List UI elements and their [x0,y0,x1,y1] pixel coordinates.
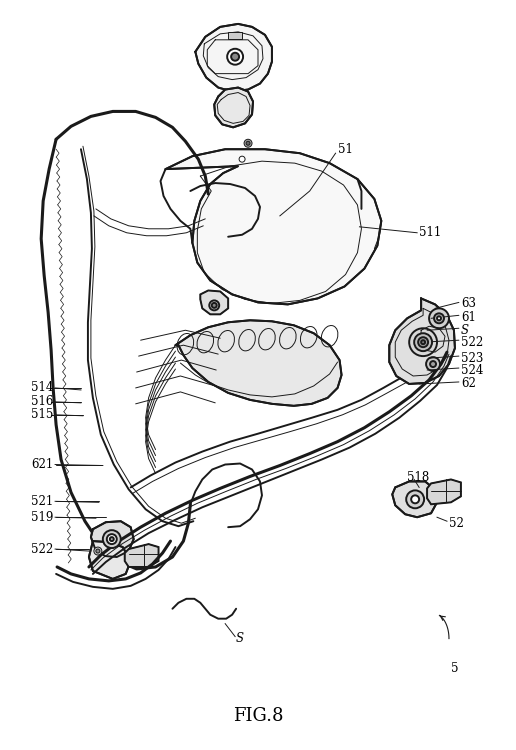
Polygon shape [427,479,461,504]
Text: 511: 511 [419,226,441,239]
Polygon shape [89,541,131,579]
Circle shape [239,156,245,162]
Text: 523: 523 [461,352,483,364]
Text: 514: 514 [31,382,53,394]
Circle shape [429,308,449,328]
Circle shape [244,140,252,147]
Text: 518: 518 [407,471,429,484]
Polygon shape [214,88,253,128]
Circle shape [437,316,441,320]
Circle shape [227,49,243,64]
Text: 519: 519 [31,511,53,524]
Text: 522: 522 [31,542,53,556]
Text: 524: 524 [461,364,483,376]
Polygon shape [125,544,158,567]
Circle shape [209,301,219,310]
Polygon shape [389,298,455,384]
Polygon shape [196,24,272,92]
Circle shape [94,547,102,555]
Text: 51: 51 [337,142,352,156]
Circle shape [107,534,117,544]
Text: 515: 515 [31,408,53,422]
Circle shape [426,357,440,371]
Text: 521: 521 [31,495,53,508]
Polygon shape [392,482,437,518]
Circle shape [430,361,436,367]
Bar [228,32,242,39]
Polygon shape [200,290,228,314]
Text: 621: 621 [31,458,53,471]
Circle shape [246,141,250,146]
Circle shape [110,537,114,541]
Circle shape [411,495,419,503]
Circle shape [434,314,444,323]
Text: 62: 62 [461,377,476,391]
Circle shape [231,53,239,61]
Polygon shape [166,149,381,304]
Text: S: S [236,632,244,645]
Polygon shape [91,521,134,557]
Circle shape [212,303,217,307]
Text: 5: 5 [451,662,458,675]
Circle shape [409,328,437,356]
Text: S: S [461,324,469,337]
Polygon shape [175,320,342,406]
Text: 522: 522 [461,336,483,349]
Circle shape [96,549,100,553]
Text: 52: 52 [449,517,464,530]
Text: FIG.8: FIG.8 [233,707,283,725]
Circle shape [414,333,432,351]
Circle shape [418,338,428,347]
Text: 61: 61 [461,310,476,324]
Text: 63: 63 [461,297,476,310]
Circle shape [421,340,425,344]
Circle shape [406,490,424,508]
Circle shape [103,530,121,548]
Text: 516: 516 [31,395,53,408]
